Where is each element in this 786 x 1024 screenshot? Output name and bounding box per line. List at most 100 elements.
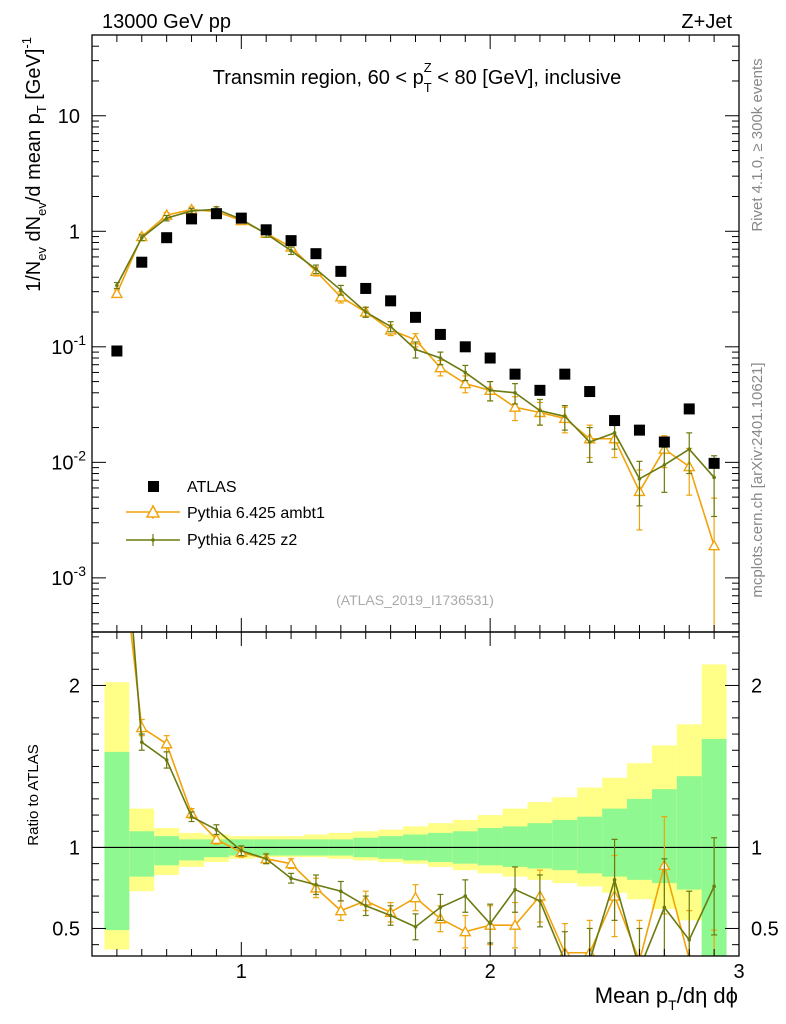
- title-pre: Transmin region, 60 < p: [213, 67, 424, 89]
- atlas-data-point: [136, 256, 148, 268]
- ratio-marker-z2: [438, 905, 443, 910]
- ratio-ytick-label-right: 1: [751, 837, 762, 859]
- ratio-axes: 1 2 3 0.5 0.5 1 1 2 2: [52, 632, 779, 983]
- mcplots-label: mcplots.cern.ch [arXiv:2401.10621]: [749, 362, 766, 597]
- main-ytick-base: 10: [51, 568, 73, 590]
- ratio-marker-z2: [314, 882, 318, 887]
- legend-z2-label: Pythia 6.425 z2: [187, 532, 297, 549]
- atlas-data-point: [385, 295, 397, 307]
- main-marker-z2: [388, 324, 393, 329]
- ratio-marker-z2: [115, 424, 119, 428]
- atlas-data-point: [683, 403, 695, 415]
- ratio-inner-band: [577, 816, 603, 874]
- ylabel-ev1: ev: [34, 247, 49, 261]
- ratio-marker-z2: [588, 959, 592, 963]
- main-ytick-exp: -3: [74, 563, 87, 579]
- atlas-data-point: [210, 208, 222, 220]
- ratio-xtick-label: 3: [733, 961, 744, 983]
- main-marker-z2: [363, 310, 368, 314]
- ratio-inner-band: [627, 798, 652, 880]
- main-marker-ambt1: [110, 286, 124, 299]
- main-marker-z2: [513, 390, 517, 395]
- main-marker-ambt1: [334, 290, 348, 302]
- main-ytick-label: 10-1: [51, 332, 86, 359]
- ylabel-t: T: [34, 105, 49, 113]
- atlas-data-point: [434, 328, 446, 340]
- ratio-inner-band: [154, 836, 180, 866]
- ratio-marker-ambt1: [160, 737, 173, 749]
- ratio-marker-ambt1: [135, 721, 148, 733]
- main-marker-z2: [139, 235, 144, 240]
- ratio-marker-z2: [638, 967, 642, 971]
- atlas-data-point: [609, 415, 621, 427]
- ratio-marker-z2: [563, 959, 567, 963]
- main-ytick-exp: -2: [74, 447, 87, 463]
- ylabel-ev2: ev: [34, 202, 49, 216]
- ratio-inner-band: [477, 828, 503, 866]
- ratio-xtick-label: 1: [236, 961, 247, 983]
- main-ytick-base: 10: [58, 106, 80, 128]
- ratio-inner-band: [129, 831, 155, 877]
- atlas-data-point: [584, 386, 596, 398]
- ratio-marker-z2: [289, 876, 293, 881]
- main-ytick-base: 1: [69, 221, 80, 243]
- ratio-marker-z2: [488, 921, 492, 926]
- main-marker-z2: [712, 475, 716, 480]
- main-marker-z2: [662, 463, 667, 467]
- main-ytick-exp: -1: [74, 332, 87, 348]
- ratio-ytick-label-left: 2: [69, 675, 80, 697]
- ratio-ytick-label-left: 1: [69, 837, 80, 859]
- atlas-data-point: [509, 368, 521, 380]
- ratio-plot-panel: 1 2 3 0.5 0.5 1 1 2 2 Ratio to ATLAS Mean pT/dη …: [25, 424, 779, 1013]
- main-marker-ambt1: [434, 361, 447, 373]
- atlas-data-point: [260, 224, 272, 236]
- ratio-marker-z2: [687, 938, 692, 942]
- analysis-watermark: (ATLAS_2019_I1736531): [336, 592, 494, 608]
- ratio-data-layer: [92, 424, 739, 983]
- main-marker-z2: [687, 447, 692, 451]
- main-marker-z2: [164, 216, 169, 220]
- main-ytick-label: 10-3: [51, 563, 86, 590]
- atlas-data-point: [559, 368, 571, 380]
- main-marker-z2: [587, 440, 592, 444]
- ratio-marker-ambt1: [459, 925, 472, 937]
- ratio-ytick-label-right: 0.5: [751, 918, 779, 940]
- ratio-marker-z2: [189, 814, 194, 819]
- ratio-marker-ambt1: [284, 857, 298, 869]
- atlas-data-point: [186, 213, 198, 225]
- legend-atlas-marker: [148, 481, 159, 492]
- ratio-marker-z2: [712, 884, 716, 889]
- atlas-data-point: [633, 424, 645, 436]
- atlas-data-point: [410, 311, 421, 323]
- ratio-inner-band: [179, 839, 204, 861]
- atlas-data-point: [708, 457, 720, 469]
- ratio-inner-band: [104, 751, 130, 931]
- ratio-marker-z2: [662, 905, 667, 910]
- ratio-marker-z2: [164, 758, 169, 762]
- atlas-data-point: [310, 248, 322, 260]
- main-ytick-label: 10-2: [51, 447, 86, 474]
- main-marker-ambt1: [707, 539, 721, 551]
- legend: ATLAS Pythia 6.425 ambt1 Pythia 6.425 z2: [126, 479, 325, 549]
- ratio-marker-z2: [264, 857, 268, 861]
- ratio-ylabel: Ratio to ATLAS: [25, 744, 42, 845]
- ratio-marker-ambt1: [210, 832, 223, 845]
- ratio-marker-ambt1: [638, 954, 641, 956]
- legend-z2-marker: [151, 538, 155, 542]
- ratio-marker-z2: [139, 740, 144, 744]
- ratio-ytick-label-left: 0.5: [52, 918, 80, 940]
- main-marker-z2: [115, 283, 119, 288]
- ratio-inner-band: [527, 823, 553, 869]
- ylabel-b: dN: [23, 216, 45, 247]
- plot-title: Transmin region, 60 < pTZ < 80 [GeV], in…: [213, 60, 622, 95]
- title-sub: T: [424, 80, 432, 95]
- ratio-marker-ambt1: [709, 974, 719, 983]
- main-marker-z2: [563, 414, 567, 419]
- atlas-data-point: [534, 384, 546, 396]
- main-marker-z2: [438, 356, 443, 360]
- atlas-data-point: [658, 436, 670, 448]
- atlas-data-point: [285, 235, 297, 247]
- process-label: Z+Jet: [681, 11, 732, 33]
